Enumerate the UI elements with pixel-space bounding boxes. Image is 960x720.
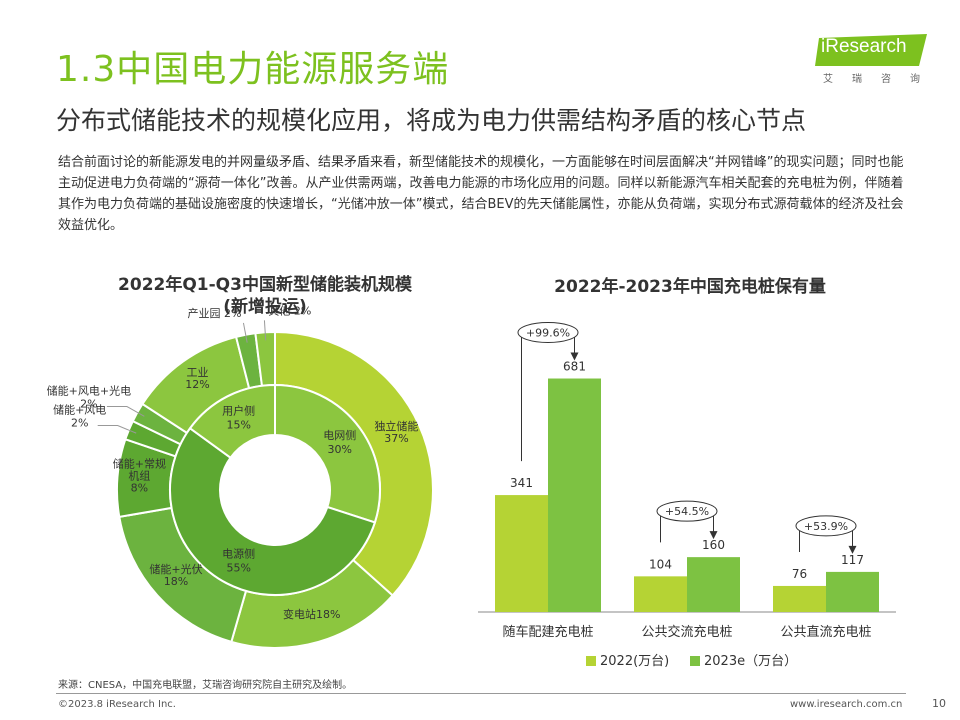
category-label: 随车配建充电桩 [502, 624, 593, 640]
outer-label-3: 储能+常规机组 8% [113, 456, 166, 494]
footer-divider [56, 693, 906, 694]
category-label: 公共直流充电桩 [780, 624, 871, 640]
arrow-down-icon [570, 352, 579, 361]
source-note: 来源：CNESA，中国充电联盟，艾瑞咨询研究院自主研究及绘制。 [58, 680, 353, 691]
outer-label-6-line: 12% [185, 378, 209, 391]
inner-label-0-line: 30% [327, 443, 351, 456]
outer-label-4: 储能+风电 2% [53, 403, 106, 430]
outer-leader-7 [242, 322, 248, 343]
outer-leader-5 [106, 406, 145, 417]
website-link[interactable]: www.iresearch.com.cn [790, 699, 903, 710]
outer-label-3-line: 机组 [128, 468, 150, 482]
growth-label: +54.5% [665, 505, 709, 518]
growth-label: +53.9% [804, 520, 848, 533]
outer-label-3-line: 8% [131, 481, 148, 494]
outer-label-7: 产业园 2% [188, 306, 242, 320]
bar-value-label: 104 [649, 557, 672, 571]
outer-label-4-line: 储能+风电 [53, 403, 106, 417]
bar-0-0 [495, 495, 548, 612]
bar-1-0 [634, 576, 687, 612]
outer-label-8-line: 其他 2% [268, 304, 311, 317]
outer-label-1-line: 变电站18% [283, 607, 340, 621]
outer-label-8: 其他 2% [268, 304, 311, 317]
outer-label-2-line: 18% [164, 575, 188, 588]
legend-label-0: 2022(万台) [600, 654, 669, 669]
inner-slice-2 [188, 383, 276, 460]
growth-badge [795, 515, 857, 537]
pie-chart-title: 2022年Q1-Q3中国新型储能装机规模 (新增投运) [95, 274, 435, 318]
logo-subtitle: 艾瑞咨询 [823, 74, 939, 85]
pie-chart-title-line-1: 2022年Q1-Q3中国新型储能装机规模 [118, 275, 412, 295]
arrow-down-icon [848, 545, 857, 554]
outer-label-4-line: 2% [71, 417, 88, 430]
inner-label-0-line: 电网侧 [323, 429, 356, 442]
body-paragraph: 结合前面讨论的新能源发电的并网量级矛盾、结果矛盾来看，新型储能技术的规模化，一方… [58, 155, 904, 233]
bar-2-1 [826, 571, 879, 612]
growth-connector-left [520, 332, 522, 462]
page-title: 1.3中国电力能源服务端 [56, 49, 450, 90]
bar-0-1 [548, 378, 601, 612]
inner-slice-1 [169, 426, 377, 596]
bar-chart-title: 2022年-2023年中国充电桩保有量 [554, 277, 826, 297]
legend-swatch-0 [586, 656, 596, 666]
inner-label-2-line: 用户侧 [222, 404, 255, 418]
outer-label-1: 变电站18% [283, 607, 340, 621]
page-number: 10 [932, 697, 946, 710]
bar-value-label: 341 [510, 476, 533, 490]
bar-value-label: 160 [702, 538, 725, 552]
bar-value-label: 76 [792, 567, 807, 581]
inner-slice-0 [274, 383, 381, 524]
inner-label-1-line: 55% [226, 561, 250, 574]
outer-label-6: 工业 12% [185, 366, 209, 391]
outer-leader-4 [97, 425, 137, 434]
outer-label-5: 储能+风电+光电 2% [47, 384, 131, 411]
legend-swatch-1 [690, 656, 700, 666]
inner-label-1-line: 电源侧 [222, 546, 255, 560]
outer-label-7-line: 产业园 2% [188, 306, 242, 320]
outer-label-5-line: 2% [80, 398, 97, 411]
growth-badge [656, 500, 718, 522]
outer-label-3-line: 储能+常规 [113, 456, 166, 470]
outer-label-0-line: 37% [384, 432, 408, 445]
outer-label-6-line: 工业 [186, 366, 208, 379]
inner-label-0: 电网侧 30% [323, 429, 356, 456]
copyright: ©2023.8 iResearch Inc. [58, 699, 176, 710]
bar-1-1 [687, 557, 740, 612]
bar-value-label: 117 [841, 553, 864, 567]
growth-badge [517, 322, 579, 344]
bar-value-label: 681 [563, 360, 586, 374]
category-label: 公共交流充电桩 [641, 624, 732, 640]
outer-label-0: 独立储能 37% [374, 419, 418, 445]
page-subtitle: 分布式储能技术的规模化应用，将成为电力供需结构矛盾的核心节点 [56, 106, 807, 135]
iresearch-logo: iResearch 艾瑞咨询 [815, 34, 930, 85]
growth-label: +99.6% [526, 327, 570, 340]
arrow-down-icon [709, 531, 718, 540]
inner-label-2: 用户侧 15% [222, 404, 255, 432]
outer-label-2: 储能+光伏 18% [149, 562, 202, 588]
inner-label-1: 电源侧 55% [222, 546, 255, 574]
outer-leader-8 [263, 320, 267, 341]
outer-label-0-line: 独立储能 [374, 419, 418, 433]
pie-chart-title-line-2: (新增投运) [223, 297, 307, 317]
legend-label-1: 2023e（万台） [704, 654, 797, 669]
logo-badge-icon [815, 34, 927, 66]
outer-label-2-line: 储能+光伏 [149, 562, 202, 576]
outer-label-5-line: 储能+风电+光电 [47, 384, 131, 398]
logo-wordmark: iResearch [821, 36, 907, 57]
inner-label-2-line: 15% [226, 419, 250, 432]
bar-2-0 [773, 585, 826, 612]
